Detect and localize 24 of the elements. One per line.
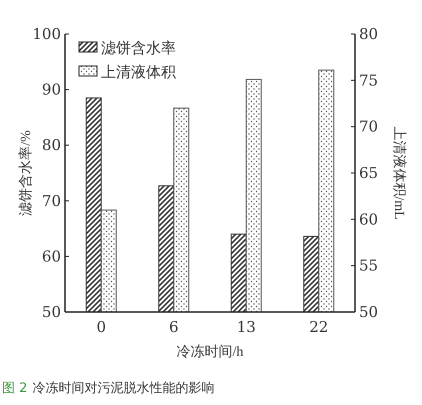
y-tick-label: 90	[42, 80, 61, 99]
y-tick-label: 80	[42, 136, 61, 154]
x-tick-label: 0	[96, 318, 106, 336]
y2-tick-label: 55	[359, 256, 378, 275]
y-tick-label: 70	[42, 192, 61, 210]
x-axis-title: 冷冻时间/h	[176, 344, 244, 360]
y-tick-label: 60	[42, 247, 61, 266]
x-tick-label: 13	[236, 318, 256, 336]
legend-label: 上清液体积	[101, 64, 176, 81]
y2-axis-title: 上清液体积/mL	[391, 126, 407, 220]
y2-tick-label: 50	[359, 303, 378, 321]
caption: 图 2	[2, 381, 28, 396]
y2-tick-label: 75	[359, 71, 378, 90]
x-tick-label: 6	[168, 318, 179, 336]
text: 冷冻时间对污泥脱水性能的影响	[32, 381, 214, 396]
y2-tick-label: 80	[359, 25, 378, 43]
legend-label: 滤饼含水率	[101, 40, 176, 57]
y2-tick-label: 65	[359, 164, 378, 182]
y-tick-label: 50	[42, 303, 61, 321]
x-tick-label: 22	[309, 318, 328, 336]
y-axis-title: 滤饼含水率/%	[18, 130, 34, 216]
y-tick-label: 100	[32, 25, 61, 43]
y2-tick-label: 70	[359, 118, 378, 136]
y2-tick-label: 60	[359, 210, 378, 228]
